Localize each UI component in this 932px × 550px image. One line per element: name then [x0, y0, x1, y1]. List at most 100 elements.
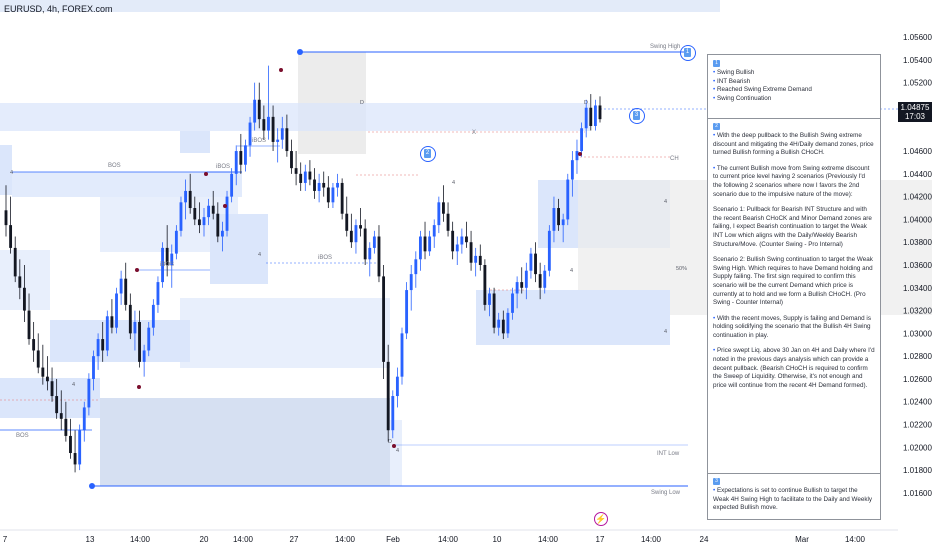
bearish-candle [59, 413, 63, 419]
panel-item: • Reached Swing Extreme Demand [713, 86, 812, 94]
bearish-candle [290, 151, 293, 169]
panel-paragraph: • The current Bullish move from Swing ex… [713, 164, 872, 198]
price-tick-label: 1.03200 [903, 307, 932, 316]
bullish-candle [87, 378, 91, 408]
int-low-label: INT Low [657, 451, 680, 457]
bearish-candle [50, 381, 54, 397]
bearish-candle [239, 151, 243, 165]
bullish-candle [584, 107, 588, 129]
swing-dot-5 [279, 68, 283, 72]
swing-low-label: Swing Low [651, 490, 681, 496]
price-axis[interactable]: 1.056001.054001.052001.050001.046001.044… [903, 33, 932, 498]
ob-label-1: 4 [664, 199, 667, 205]
analysis-panel: 1 • Swing Bullish • INT Bearish • Reache… [707, 54, 881, 520]
bearish-candle [36, 350, 40, 368]
bullish-candle [115, 293, 118, 328]
d-label-3: D [584, 100, 588, 106]
swing-high-label: Swing High [650, 44, 680, 50]
bearish-candle [128, 304, 132, 334]
bearish-candle [492, 293, 496, 328]
bearish-candle [349, 230, 353, 243]
bearish-candle [423, 236, 427, 252]
bullish-candle [561, 219, 565, 226]
panel-paragraph: Scenario 2: Bullish Swing continuation t… [713, 256, 875, 307]
bullish-candle [331, 187, 335, 203]
bearish-candle [446, 213, 450, 231]
d-label-1: D [360, 100, 364, 106]
bearish-candle [557, 208, 560, 226]
time-axis[interactable]: 7 13 14:00 20 14:00 27 14:00 Feb 14:00 10 14:00 17 1… [3, 535, 866, 544]
demand-zone-ibos [210, 214, 268, 284]
swing-dots [89, 49, 582, 489]
bearish-candle [69, 435, 72, 454]
ob-label-6: 4 [452, 180, 455, 186]
price-tick-label: 1.02200 [903, 421, 932, 430]
bearish-candle [257, 99, 261, 120]
bullish-candle [511, 293, 514, 313]
bearish-candle [377, 236, 381, 277]
bearish-candle [386, 361, 390, 431]
bullish-candle [400, 333, 404, 377]
bearish-candle [589, 107, 593, 126]
bullish-candle [230, 173, 234, 197]
bearish-candle [110, 316, 114, 328]
lightning-icon[interactable]: ⚡ [594, 512, 608, 526]
swing-dot-2 [137, 385, 141, 389]
panel-item: • Swing Continuation [713, 94, 772, 102]
price-tick-label: 1.03600 [903, 261, 932, 270]
demand-zone-left [0, 145, 12, 195]
time-tick-label: 14:00 [845, 535, 866, 544]
bearish-candle [598, 105, 602, 120]
price-tick-label: 1.01800 [903, 466, 932, 475]
bearish-candle [326, 187, 330, 203]
bearish-candle [520, 282, 524, 288]
ibos-label-1: iBOS [216, 164, 230, 170]
swing-dot-7 [578, 152, 582, 156]
bearish-candle [22, 287, 26, 311]
bullish-candle [460, 236, 464, 245]
ob-label-3: 4 [10, 170, 13, 176]
badge-1: 1 [680, 45, 696, 61]
bullish-candle [225, 196, 229, 231]
bearish-candle [294, 168, 298, 174]
bearish-candle [9, 225, 13, 248]
swing-dot-3 [204, 172, 208, 176]
time-tick-label: 14:00 [538, 535, 559, 544]
bearish-candle [285, 128, 289, 152]
ob-label-4: 4 [72, 382, 75, 388]
candles [4, 65, 602, 473]
price-tick-label: 1.02000 [903, 443, 932, 452]
bullish-candle [317, 182, 321, 191]
bullish-candle [202, 217, 206, 226]
bullish-candle [593, 105, 597, 126]
bearish-candle [101, 339, 105, 351]
bullish-candle [405, 290, 409, 334]
price-tick-label: 1.03000 [903, 329, 932, 338]
bullish-candle [580, 128, 584, 152]
bearish-candle [211, 205, 215, 214]
bullish-candle [524, 270, 528, 288]
section-badge-3: 3 [713, 478, 720, 485]
bullish-candle [506, 312, 510, 334]
panel-divider-1 [708, 118, 880, 119]
demand-zone-small [180, 131, 210, 153]
badge-2: 2 [420, 146, 436, 162]
swing-low-dot [89, 483, 95, 489]
bullish-candle [428, 236, 432, 252]
bullish-candle [566, 179, 570, 220]
ibos-label-2: iBOS [252, 138, 266, 144]
panel-item: • INT Bearish [713, 77, 751, 85]
bearish-candle [64, 418, 68, 436]
bearish-candle [138, 321, 141, 362]
price-tick-label: 1.05600 [903, 33, 932, 42]
price-tick-label: 1.04200 [903, 193, 932, 202]
bearish-candle [538, 274, 542, 288]
bullish-candle [267, 116, 270, 131]
time-tick-label: 27 [290, 535, 299, 544]
bullish-candle [253, 99, 257, 123]
eq-pct-label: 50% [676, 266, 687, 272]
swing-dot-4 [223, 204, 227, 208]
ob-label-2: 4 [664, 329, 667, 335]
symbol-title: EURUSD, 4h, FOREX.com [4, 4, 113, 14]
bearish-candle [363, 228, 367, 260]
